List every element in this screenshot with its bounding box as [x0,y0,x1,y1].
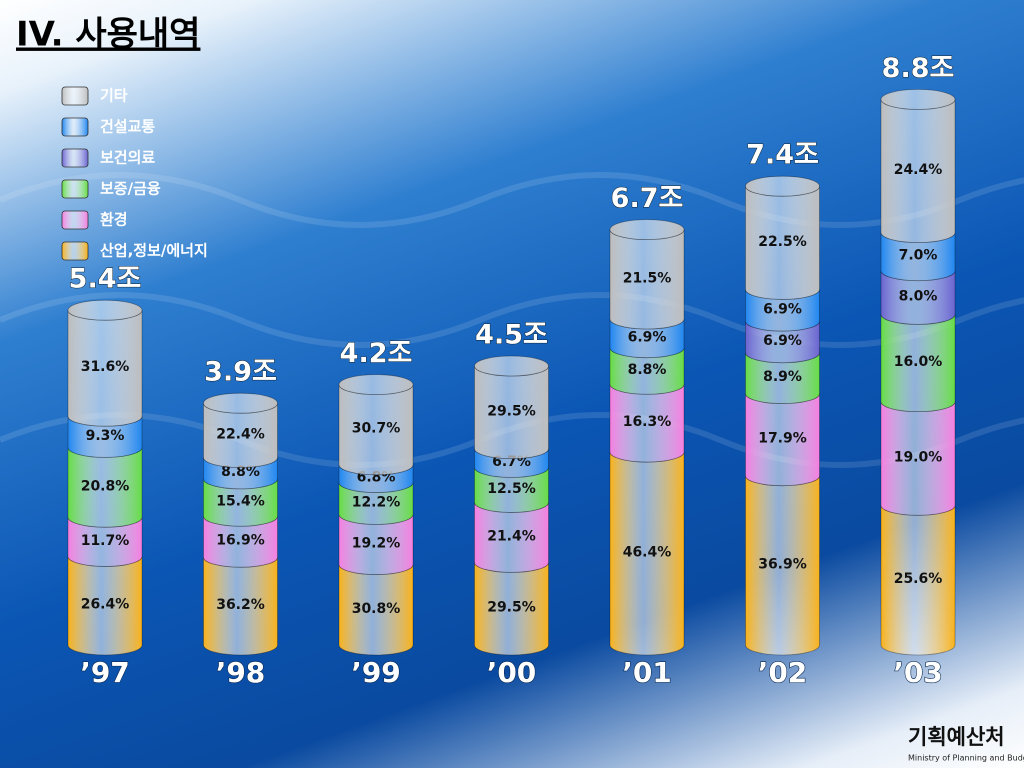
segment-label: 19.0% [894,449,943,465]
x-tick-label: ’03 [893,656,943,689]
segment-label: 30.7% [352,421,401,437]
segment-label: 8.9% [763,369,802,385]
total-label: 7.4조 [746,140,819,171]
x-tick-label: ’01 [622,656,672,689]
total-label: 6.7조 [611,183,684,214]
legend-label: 기타 [100,87,128,105]
total-label: 4.2조 [340,338,413,369]
segment-label: 22.4% [216,426,265,442]
segment-label: 19.2% [352,535,401,551]
segment-label: 12.5% [487,481,536,497]
segment-label: 17.9% [758,431,807,447]
cylinder-top [474,355,549,377]
segment-label: 8.8% [628,362,667,378]
legend-swatch [61,86,89,106]
cylinder-top [338,374,414,396]
segment-label: 7.0% [899,248,938,264]
x-tick-label: ’00 [487,656,537,689]
legend-label: 산업,정보/에너지 [100,242,208,260]
segment-label: 8.0% [899,289,938,305]
slide-title: IV. 사용내역 [16,15,200,55]
legend-swatch [61,210,89,230]
segment-label: 16.9% [216,533,265,549]
segment-label: 16.0% [894,354,943,370]
cylinder-top [880,89,956,110]
segment-label: 21.5% [623,270,672,286]
segment-label: 6.9% [763,301,802,317]
x-tick-label: ’02 [758,656,808,689]
x-tick-label: ’97 [80,656,130,689]
segment-label: 8.8% [221,464,260,480]
segment-label: 6.9% [763,333,802,349]
logo: 기획예산처 [908,725,1005,749]
segment-label: 22.5% [758,234,807,250]
legend-swatch [61,117,89,137]
segment-label: 30.8% [352,601,401,617]
legend-label: 보건의료 [100,149,155,167]
legend-label: 보증/금융 [100,180,161,198]
segment-label: 25.6% [894,571,943,587]
total-label: 4.5조 [475,320,548,351]
legend-label: 환경 [100,211,128,229]
segment-label: 36.9% [758,556,807,572]
legend-swatch [61,148,89,168]
legend-swatch [61,241,89,261]
segment-label: 16.3% [623,414,672,430]
legend-label: 건설교통 [100,118,155,136]
segment-label: 29.5% [487,600,536,616]
total-label: 3.9조 [204,357,277,388]
segment-label: 36.2% [216,597,265,613]
segment-label: 9.3% [86,428,125,444]
total-label: 8.8조 [882,53,955,84]
segment-label: 29.5% [487,403,536,419]
segment-label: 6.9% [628,329,667,345]
logo-subtitle: Ministry of Planning and Budget [908,754,1024,763]
segment-label: 24.4% [894,162,943,178]
cylinder-top [67,299,143,321]
segment-label: 46.4% [623,545,672,561]
segment-label: 21.4% [487,528,536,544]
x-tick-label: ’99 [351,656,401,689]
cylinder-top [609,219,685,241]
segment-label: 20.8% [81,478,130,494]
segment-label: 15.4% [216,494,265,510]
cylinder-top [203,392,278,414]
segment-label: 31.6% [81,359,130,375]
x-tick-label: ’98 [216,656,266,689]
segment-label: 26.4% [81,597,130,613]
segment-label: 11.7% [81,533,130,549]
legend-swatch [61,179,89,199]
total-label: 5.4조 [69,264,142,295]
cylinder-top [745,175,820,197]
segment-label: 12.2% [352,494,401,510]
